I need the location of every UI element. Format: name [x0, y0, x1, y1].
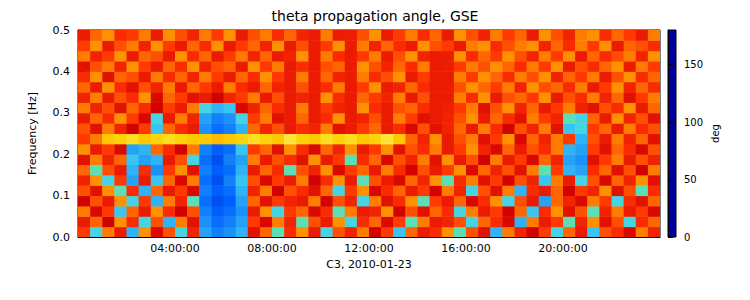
svg-text:0.2: 0.2 [53, 148, 71, 161]
svg-text:0.5: 0.5 [53, 24, 71, 37]
svg-text:0: 0 [684, 232, 690, 243]
svg-text:0.3: 0.3 [53, 106, 71, 119]
svg-text:50: 50 [684, 174, 697, 185]
svg-text:150: 150 [684, 59, 703, 70]
svg-text:0.1: 0.1 [53, 189, 71, 202]
svg-text:0.0: 0.0 [53, 231, 71, 244]
svg-text:deg: deg [710, 124, 721, 143]
svg-text:12:00:00: 12:00:00 [344, 242, 393, 255]
svg-text:16:00:00: 16:00:00 [441, 242, 490, 255]
svg-text:08:00:00: 08:00:00 [247, 242, 296, 255]
svg-text:theta propagation angle, GSE: theta propagation angle, GSE [272, 8, 479, 24]
svg-text:C3, 2010-01-23: C3, 2010-01-23 [326, 258, 412, 271]
svg-text:0.4: 0.4 [53, 65, 71, 78]
svg-text:20:00:00: 20:00:00 [538, 242, 587, 255]
svg-text:100: 100 [684, 117, 703, 128]
svg-text:Frequency [Hz]: Frequency [Hz] [26, 92, 39, 175]
svg-text:04:00:00: 04:00:00 [150, 242, 199, 255]
